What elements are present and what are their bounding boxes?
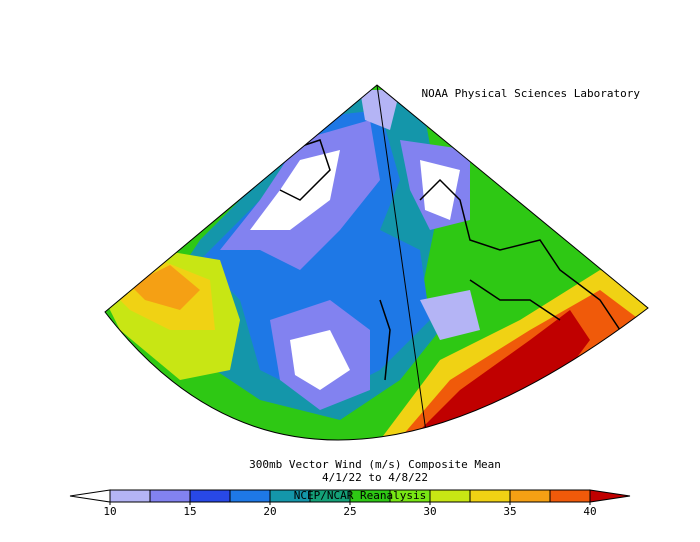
colorbar-segment bbox=[189, 489, 231, 503]
colorbar-tick-label: 10 bbox=[103, 505, 116, 518]
colorbar-low-triangle bbox=[69, 489, 111, 503]
colorbar-tick-label: 25 bbox=[343, 505, 356, 518]
wind-map bbox=[105, 85, 648, 441]
colorbar-tick-label: 30 bbox=[423, 505, 436, 518]
credit: NOAA Physical Sciences Laboratory bbox=[421, 87, 640, 100]
colorbar-segment bbox=[429, 489, 471, 503]
source: NCEP/NCAR Reanalysis bbox=[294, 489, 426, 502]
colorbar-segment bbox=[149, 489, 191, 503]
colorbar-tick-label: 15 bbox=[183, 505, 196, 518]
colorbar: 10 15 20 25 30 35 40 bbox=[69, 489, 631, 518]
colorbar-tick-label: 35 bbox=[503, 505, 516, 518]
colorbar-segment bbox=[509, 489, 551, 503]
colorbar-segment bbox=[469, 489, 511, 503]
colorbar-segment bbox=[109, 489, 151, 503]
map-border bbox=[104, 84, 649, 441]
colorbar-segment bbox=[549, 489, 591, 503]
colorbar-segment bbox=[229, 489, 271, 503]
colorbar-tick-label: 20 bbox=[263, 505, 276, 518]
colorbar-tick-label: 40 bbox=[583, 505, 596, 518]
colorbar-high-triangle bbox=[589, 489, 631, 503]
title: 300mb Vector Wind (m/s) Composite Mean bbox=[249, 458, 501, 471]
date-range: 4/1/22 to 4/8/22 bbox=[322, 471, 428, 484]
